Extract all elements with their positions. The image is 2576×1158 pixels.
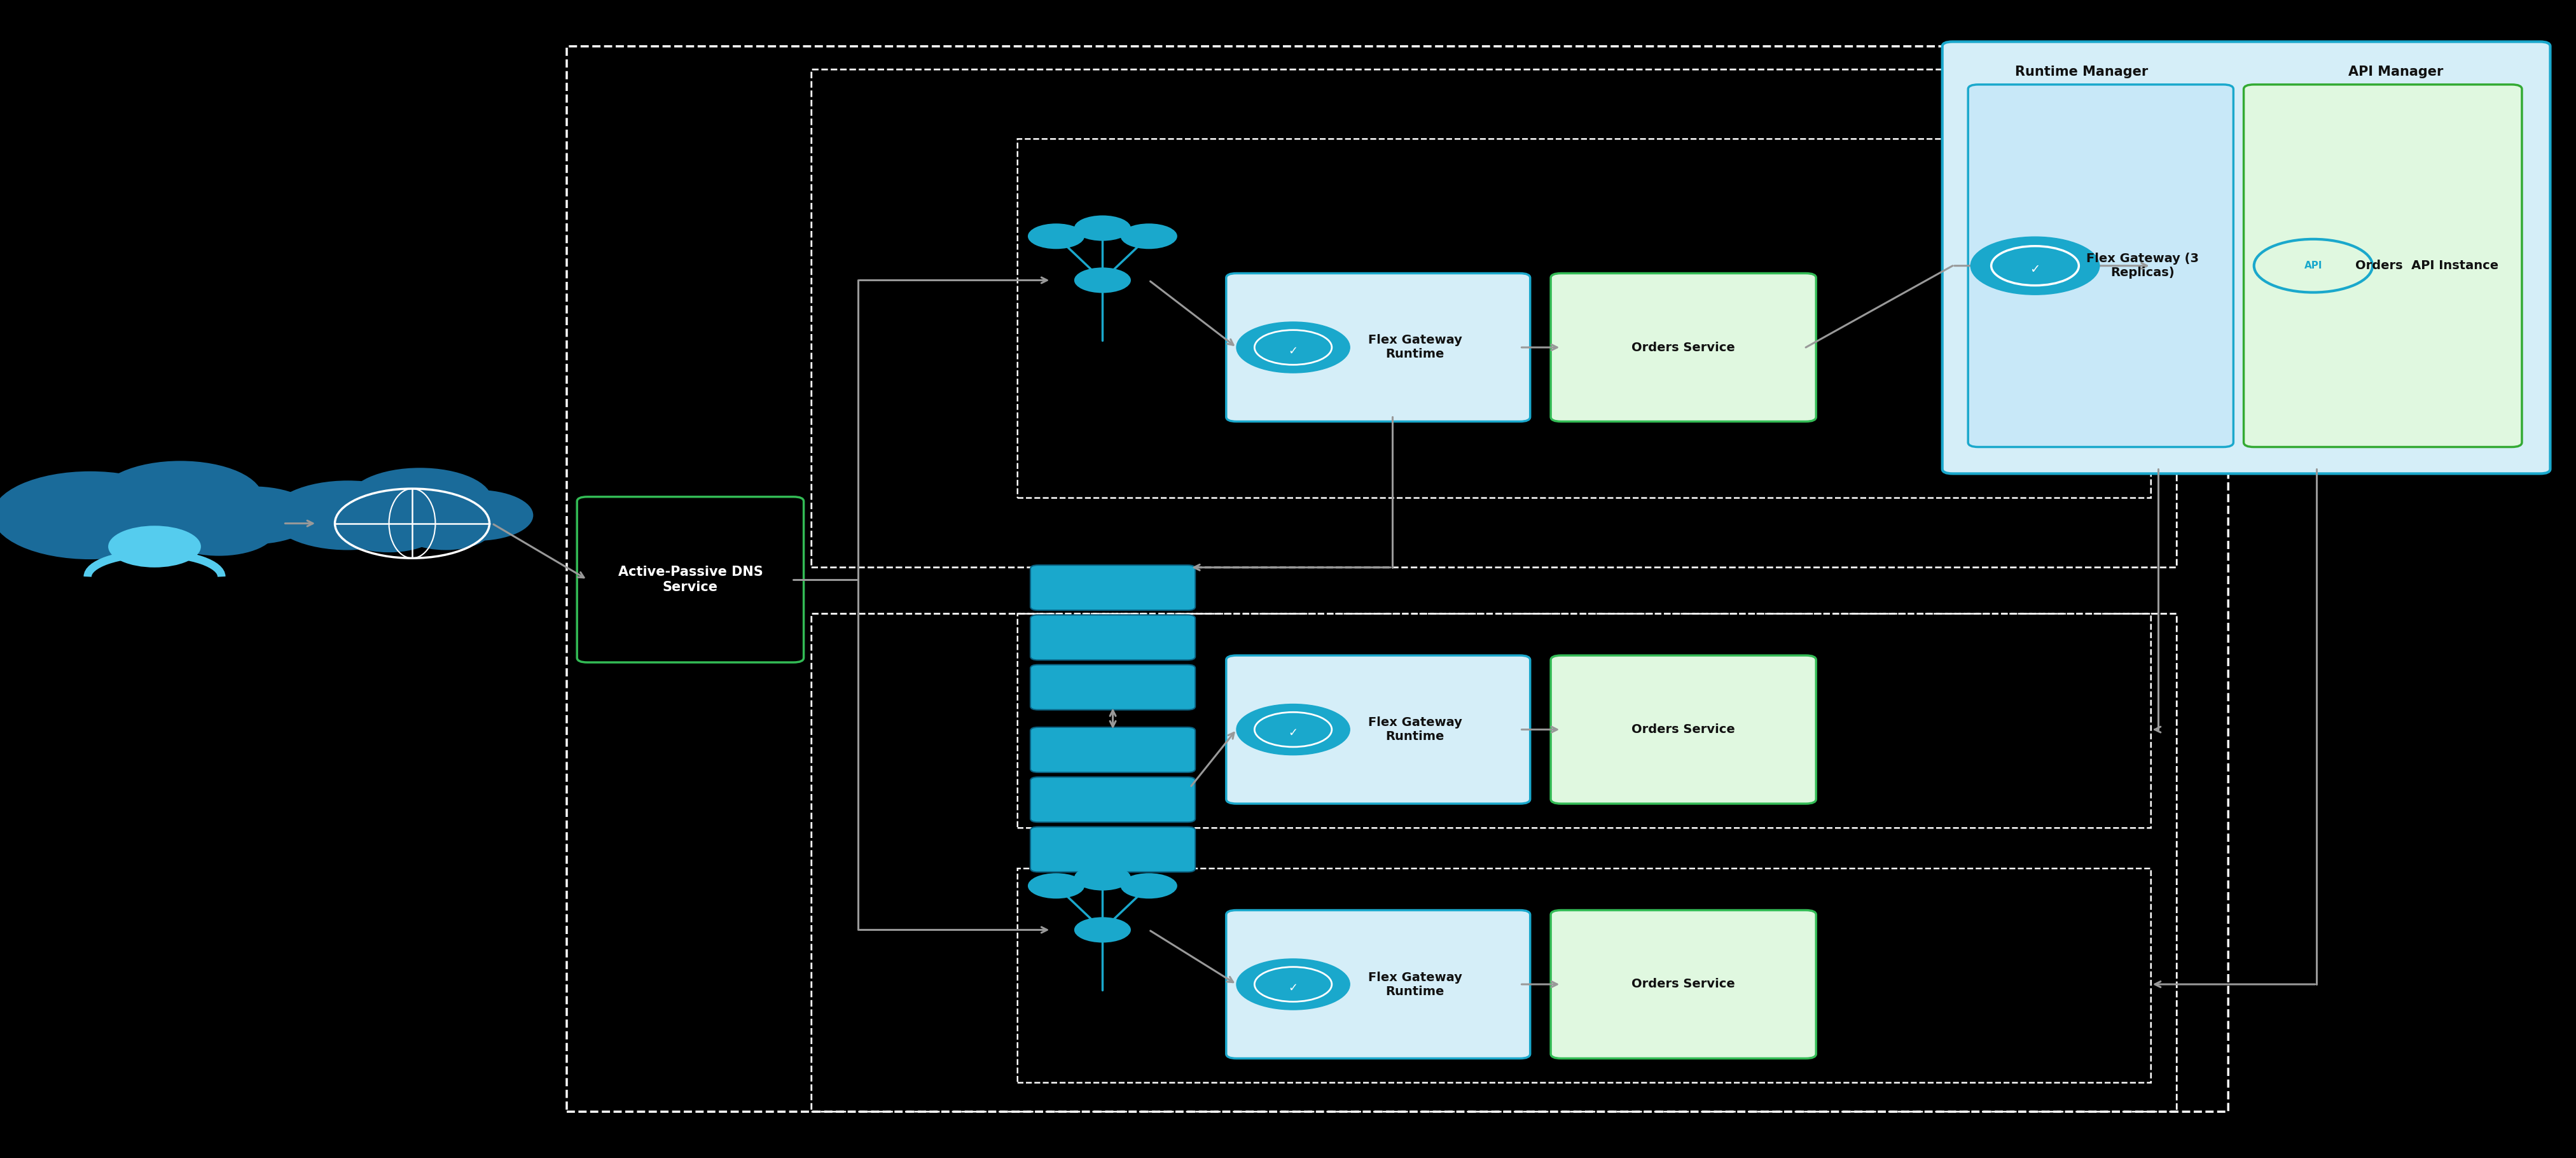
Text: Flex Gateway
Runtime: Flex Gateway Runtime: [1368, 335, 1463, 360]
Circle shape: [98, 461, 263, 535]
Circle shape: [1121, 873, 1177, 899]
FancyBboxPatch shape: [1551, 655, 1816, 804]
Text: Flex Gateway
Runtime: Flex Gateway Runtime: [1368, 972, 1463, 997]
Circle shape: [399, 508, 492, 550]
Circle shape: [1074, 215, 1131, 241]
Circle shape: [188, 486, 317, 544]
Circle shape: [1236, 959, 1350, 1010]
Text: API Manager: API Manager: [2349, 66, 2442, 78]
Text: ✓: ✓: [1288, 982, 1298, 994]
Circle shape: [1971, 237, 2099, 295]
Circle shape: [337, 506, 440, 552]
Text: ✓: ✓: [2030, 263, 2040, 276]
Text: Orders  API Instance: Orders API Instance: [2354, 259, 2499, 272]
Circle shape: [1236, 704, 1350, 755]
Text: ✓: ✓: [1288, 345, 1298, 357]
Circle shape: [1028, 223, 1084, 249]
Circle shape: [1121, 223, 1177, 249]
FancyBboxPatch shape: [1551, 273, 1816, 422]
Circle shape: [108, 526, 201, 567]
FancyBboxPatch shape: [1942, 42, 2550, 474]
FancyBboxPatch shape: [1226, 910, 1530, 1058]
Text: ✓: ✓: [1288, 727, 1298, 739]
FancyBboxPatch shape: [2244, 85, 2522, 447]
Text: Flex Gateway (3
Replicas): Flex Gateway (3 Replicas): [2087, 252, 2200, 279]
FancyBboxPatch shape: [1030, 615, 1195, 660]
Circle shape: [1236, 322, 1350, 373]
FancyBboxPatch shape: [1030, 727, 1195, 772]
Circle shape: [270, 481, 425, 550]
Circle shape: [1074, 917, 1131, 943]
Text: Orders Service: Orders Service: [1631, 342, 1736, 353]
FancyBboxPatch shape: [1030, 827, 1195, 872]
FancyBboxPatch shape: [1226, 273, 1530, 422]
Text: Runtime Manager: Runtime Manager: [2014, 66, 2148, 78]
Circle shape: [1028, 873, 1084, 899]
Circle shape: [162, 505, 276, 556]
Circle shape: [64, 501, 193, 559]
Circle shape: [348, 468, 492, 533]
Circle shape: [1074, 865, 1131, 891]
FancyBboxPatch shape: [1968, 85, 2233, 447]
Text: Active-Passive DNS
Service: Active-Passive DNS Service: [618, 566, 762, 593]
FancyBboxPatch shape: [1226, 655, 1530, 804]
Text: Orders Service: Orders Service: [1631, 979, 1736, 990]
FancyBboxPatch shape: [1030, 777, 1195, 822]
Text: Orders Service: Orders Service: [1631, 724, 1736, 735]
Text: API: API: [2303, 261, 2324, 271]
Text: Flex Gateway
Runtime: Flex Gateway Runtime: [1368, 717, 1463, 742]
FancyBboxPatch shape: [1030, 565, 1195, 610]
Circle shape: [0, 471, 188, 559]
FancyBboxPatch shape: [1551, 910, 1816, 1058]
Circle shape: [420, 490, 533, 541]
FancyBboxPatch shape: [1030, 665, 1195, 710]
Circle shape: [1074, 267, 1131, 293]
